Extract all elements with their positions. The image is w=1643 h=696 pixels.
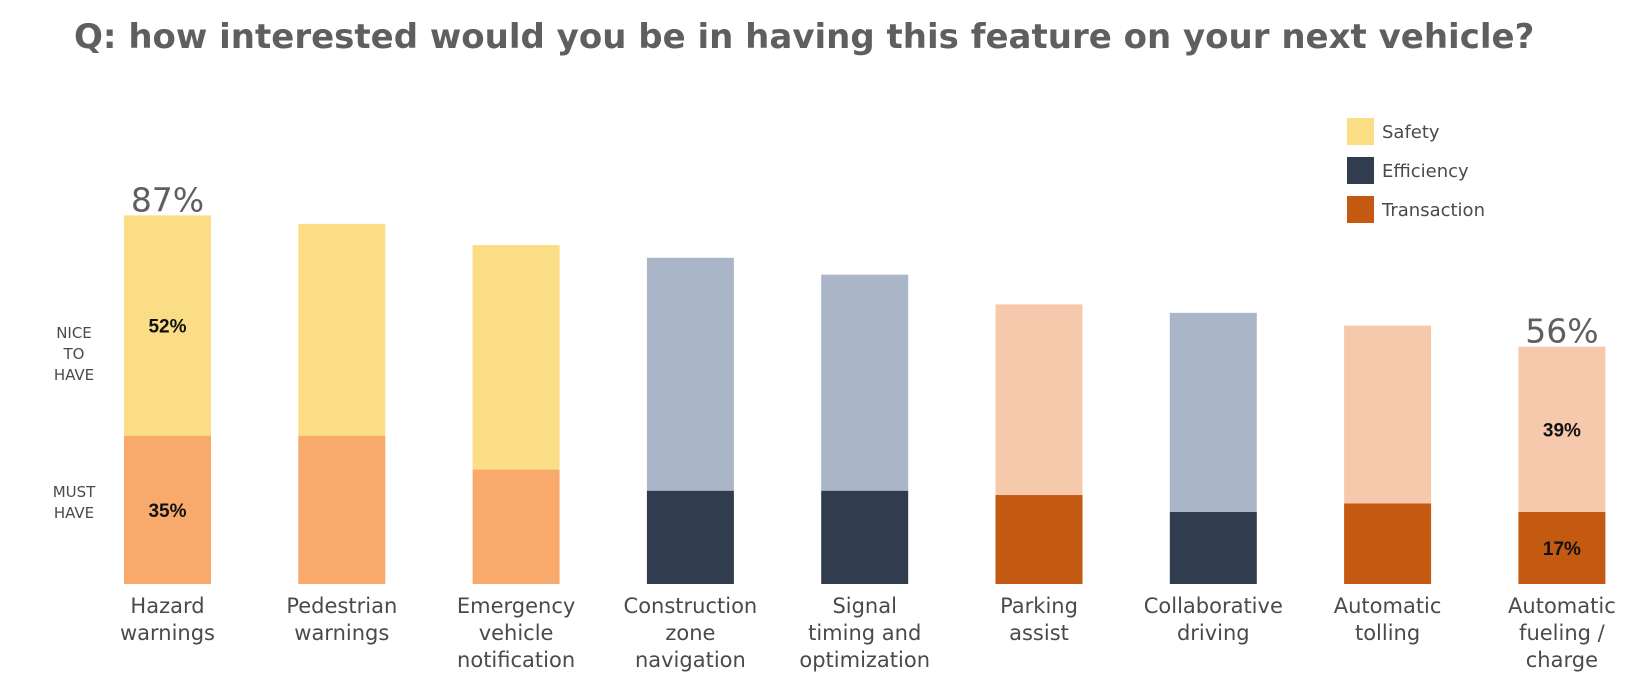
bar-must-have-5 xyxy=(995,495,1083,584)
bar-must-have-0 xyxy=(124,435,211,584)
segment-label-1: 35% xyxy=(148,501,186,522)
must-have-label: MUST HAVE xyxy=(53,483,96,522)
category-label-7: Automatic tolling xyxy=(1334,594,1442,645)
legend-label-safety: Safety xyxy=(1382,122,1440,143)
bar-nice-to-have-8 xyxy=(1518,346,1606,512)
bar-nice-to-have-4 xyxy=(821,274,909,491)
bar-must-have-7 xyxy=(1344,503,1432,584)
segment-label-2: 39% xyxy=(1543,420,1581,441)
bar-must-have-2 xyxy=(472,469,560,584)
category-label-0: Hazard warnings xyxy=(120,594,215,645)
bar-nice-to-have-3 xyxy=(646,257,734,491)
side-must-line-0: MUST xyxy=(53,483,96,501)
total-label-0: 87% xyxy=(131,180,204,219)
chart-title: Q: how interested would you be in having… xyxy=(74,17,1534,57)
category-label-6: Collaborative driving xyxy=(1144,594,1283,645)
bar-nice-to-have-6 xyxy=(1169,312,1257,512)
side-nice-line-1: TO xyxy=(63,345,85,363)
bar-must-have-4 xyxy=(821,490,909,584)
bar-nice-to-have-2 xyxy=(472,245,560,470)
bars-group xyxy=(124,215,1606,584)
legend-swatch-safety xyxy=(1347,118,1374,145)
total-labels-group: 87% 56% xyxy=(131,180,1599,350)
category-label-1: Pedestrian warnings xyxy=(286,594,397,645)
segment-label-3: 17% xyxy=(1543,539,1581,560)
legend-swatch-efficiency xyxy=(1347,157,1374,184)
total-label-1: 56% xyxy=(1525,312,1598,351)
legend-label-efficiency: Efficiency xyxy=(1382,161,1469,182)
legend: Safety Efficiency Transaction xyxy=(1347,118,1485,223)
nice-to-have-label: NICE TO HAVE xyxy=(54,324,94,384)
bar-must-have-8 xyxy=(1518,511,1606,584)
bar-must-have-6 xyxy=(1169,511,1257,584)
bar-nice-to-have-5 xyxy=(995,304,1083,496)
side-nice-line-0: NICE xyxy=(56,324,92,342)
category-label-3: Construction zone navigation xyxy=(624,594,758,672)
bar-must-have-1 xyxy=(298,435,386,584)
bar-nice-to-have-7 xyxy=(1344,325,1432,504)
segment-labels-group: 52% 35% 39% 17% xyxy=(148,317,1581,560)
category-label-4: Signal timing and optimization xyxy=(799,594,930,672)
category-label-5: Parking assist xyxy=(1000,594,1078,645)
bar-nice-to-have-1 xyxy=(298,223,386,436)
legend-label-transaction: Transaction xyxy=(1381,200,1485,221)
bar-must-have-3 xyxy=(646,490,734,584)
side-must-line-1: HAVE xyxy=(54,504,94,522)
side-nice-line-2: HAVE xyxy=(54,366,94,384)
bar-nice-to-have-0 xyxy=(124,215,211,436)
legend-swatch-transaction xyxy=(1347,196,1374,223)
category-label-2: Emergency vehicle notification xyxy=(457,594,575,672)
category-labels-group: Hazard warnings Pedestrian warnings Emergenc… xyxy=(120,594,1616,672)
category-label-8: Automatic fueling / charge xyxy=(1508,594,1616,672)
segment-label-0: 52% xyxy=(148,317,186,338)
